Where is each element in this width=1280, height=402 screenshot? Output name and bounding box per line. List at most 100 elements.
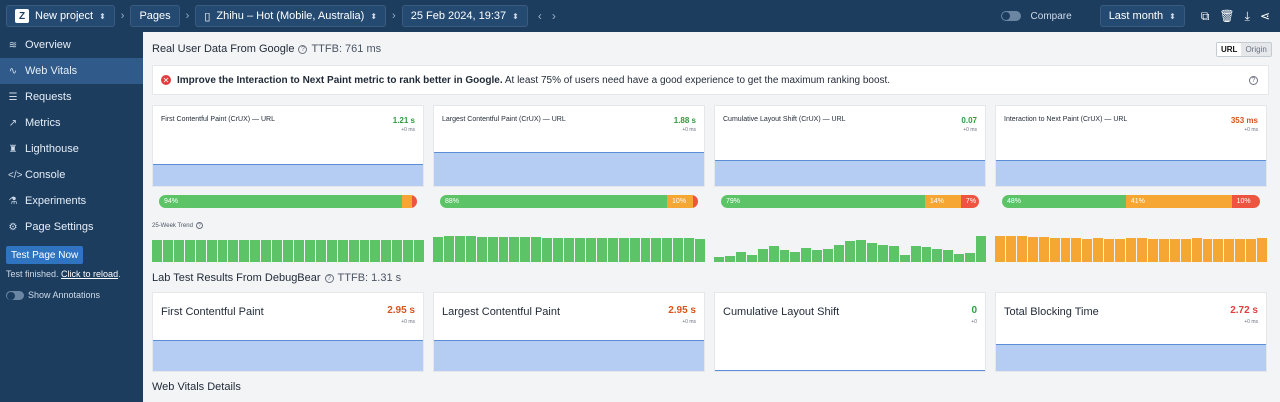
trend-bar [1213,238,1224,262]
trend-bar [152,240,162,262]
rum-ttfb: TTFB: 761 ms [311,43,382,55]
toggle-switch[interactable] [6,290,24,300]
reload-link[interactable]: Click to reload [61,269,119,279]
compare-label: Compare [1030,10,1072,22]
lab-metric-card[interactable]: First Contentful Paint 2.95 s +0 ms [152,292,424,372]
metric-delta: +0 ms [682,319,696,325]
trend-bar [932,248,943,262]
compare-toggle[interactable] [1000,11,1021,21]
annotations-toggle[interactable]: Show Annotations [6,290,100,300]
trend-bar [1038,237,1049,262]
trend-bar [651,238,662,262]
trend-bar [173,240,184,262]
chevron-down-icon: ⬍ [99,11,106,21]
help-icon[interactable]: ? [195,222,203,229]
sidebar-item-page-settings[interactable]: ⚙ Page Settings [0,214,143,240]
trend-chart [995,232,1268,262]
distribution-segment-poor [411,195,417,208]
trend-bar [542,238,553,262]
lab-metric-card[interactable]: Total Blocking Time 2.72 s +0 ms [995,292,1267,372]
trend-bar [629,238,640,262]
metric-title: Interaction to Next Paint (CrUX) — URL [1004,116,1128,123]
test-page-now-button[interactable]: Test Page Now [6,246,84,264]
date-selector[interactable]: 25 Feb 2024, 19:37 ⬍ [401,5,528,27]
trend-bar [1060,238,1071,262]
share-icon[interactable]: ⋖ [1259,9,1270,23]
next-arrow-icon[interactable]: › [551,9,556,23]
page-icon: ▯ [204,10,211,23]
chevron-right-icon: › [120,10,125,22]
alert-bold-text: Improve the Interaction to Next Paint me… [177,74,503,86]
details-title-text: Web Vitals Details [152,381,241,393]
rum-section-title: Real User Data From Google ? TTFB: 761 m… [152,43,381,55]
trend-bar [206,240,217,262]
rum-metric-card[interactable]: Interaction to Next Paint (CrUX) — URL 3… [995,105,1267,187]
annotations-label: Show Annotations [28,290,101,300]
sidebar-nav: ≋ Overview ∿ Web Vitals ☰ Requests ↗ Metrics ♜ Li… [0,32,143,240]
rum-metric-card[interactable]: Cumulative Layout Shift (CrUX) — URL 0.0… [714,105,986,187]
trend-bar [866,242,877,262]
trend-bar [1136,238,1147,262]
sidebar-item-overview[interactable]: ≋ Overview [0,32,143,58]
trend-bar [272,240,283,262]
trend-bar [965,253,976,262]
distribution-segment-good: 94% [159,195,402,208]
lab-metric-card[interactable]: Cumulative Layout Shift 0 +0 [714,292,986,372]
sidebar-item-metrics[interactable]: ↗ Metrics [0,110,143,136]
trend-bar [574,238,585,262]
trend-bar [498,236,509,262]
trend-bar [585,238,596,262]
metric-area-chart [996,160,1266,186]
pages-link[interactable]: Pages [130,5,180,27]
sidebar-item-console[interactable]: </> Console [0,162,143,188]
sidebar-item-label: Experiments [25,195,87,207]
details-title: Web Vitals Details [152,381,241,393]
trend-bar [757,249,768,262]
help-icon[interactable]: ? [1249,76,1258,85]
sidebar-item-web-vitals[interactable]: ∿ Web Vitals [0,58,143,84]
url-origin-toggle[interactable]: URL Origin [1216,42,1272,57]
origin-option[interactable]: Origin [1241,43,1271,56]
trend-bar [476,236,487,262]
range-selector[interactable]: Last month ⬍ [1099,5,1185,27]
trend-bar [465,236,476,262]
prev-arrow-icon[interactable]: ‹ [537,9,542,23]
rum-metric-card[interactable]: First Contentful Paint (CrUX) — URL 1.21… [152,105,424,187]
trend-label-text: 25-Week Trend [152,222,193,229]
trend-bar [315,240,326,262]
sidebar-item-label: Lighthouse [25,143,79,155]
main-content: Real User Data From Google ? TTFB: 761 m… [143,32,1280,402]
trend-bar [1093,238,1104,262]
lab-metric-card[interactable]: Largest Contentful Paint 2.95 s +0 ms [433,292,705,372]
metric-value: 0.07 [961,116,977,125]
rum-metric-card[interactable]: Largest Contentful Paint (CrUX) — URL 1.… [433,105,705,187]
trend-bar [845,241,855,262]
page-selector[interactable]: ▯ Zhihu – Hot (Mobile, Australia) ⬍ [195,5,387,27]
distribution-segment-poor: 10% [1231,195,1260,208]
sidebar-item-experiments[interactable]: ⚗ Experiments [0,188,143,214]
metric-title: Cumulative Layout Shift (CrUX) — URL [723,116,846,123]
error-icon: ✕ [161,75,171,85]
sidebar-item-label: Console [25,169,66,181]
trend-bar [195,240,206,262]
trend-bar [1071,238,1082,262]
download-icon[interactable]: ⤓ [1244,8,1250,23]
help-icon[interactable]: ? [298,44,308,54]
trend-bar [1115,238,1126,262]
help-icon[interactable]: ? [324,273,334,283]
trend-bar [392,240,403,262]
project-selector[interactable]: Z New project ⬍ [6,5,115,27]
trend-bar [1202,238,1213,262]
trend-bar [596,238,607,262]
metric-area-chart [153,340,423,371]
external-link-icon[interactable]: ⧉ [1200,8,1210,23]
url-option[interactable]: URL [1217,43,1242,56]
metric-delta: +0 ms [401,319,415,325]
sidebar-item-requests[interactable]: ☰ Requests [0,84,143,110]
trend-bar [1257,238,1268,262]
metric-title: First Contentful Paint (CrUX) — URL [161,116,275,123]
distribution-segment-poor: 7% [960,195,979,208]
trash-icon[interactable]: 🗑 [1219,9,1235,23]
sidebar-item-lighthouse[interactable]: ♜ Lighthouse [0,136,143,162]
sidebar-item-label: Metrics [25,117,61,129]
